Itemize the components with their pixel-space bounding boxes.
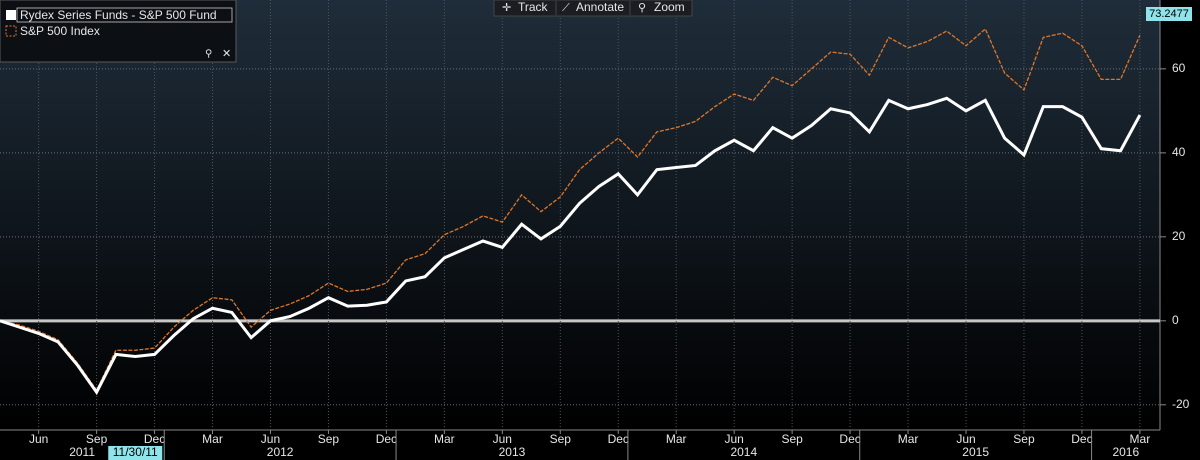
legend-swatch: [5, 25, 17, 37]
x-tick-label: Jun: [956, 432, 975, 446]
x-tick-label: Mar: [202, 432, 223, 446]
x-tick-label: Mar: [898, 432, 919, 446]
annotate-icon: ⟋: [562, 2, 570, 14]
year-label: 2015: [962, 445, 989, 459]
x-tick-label: Jun: [261, 432, 280, 446]
toolbar-button[interactable]: Zoom: [654, 0, 685, 14]
x-tick-label: Sep: [550, 432, 572, 446]
plot-background: [0, 0, 1160, 430]
legend-label: S&P 500 Index: [20, 24, 100, 38]
y-tick-label: 60: [1172, 61, 1186, 75]
year-label: 2012: [267, 445, 294, 459]
x-tick-label: Dec: [376, 432, 397, 446]
grid: [0, 0, 1160, 430]
x-tick-label: Sep: [86, 432, 108, 446]
toolbar-button[interactable]: Track: [518, 0, 549, 14]
x-tick-label: Mar: [434, 432, 455, 446]
track-icon: ✛: [502, 2, 511, 14]
axis-background: [1160, 0, 1200, 430]
x-tick-label: Dec: [144, 432, 165, 446]
x-tick-label: Jun: [724, 432, 743, 446]
toolbar: ✛ Track ⟋ Annotate ⚲ Zoom: [493, 0, 693, 17]
x-tick-label: Dec: [839, 432, 860, 446]
zoom-icon: ⚲: [638, 2, 646, 14]
year-label: 2013: [499, 445, 526, 459]
close-icon[interactable]: ✕: [222, 48, 231, 60]
cursor-label: 11/30/11: [113, 445, 158, 459]
x-tick-label: Jun: [29, 432, 48, 446]
year-label: 2011: [69, 445, 95, 459]
series-line: [0, 27, 1141, 392]
x-tick-label: Mar: [666, 432, 687, 446]
cursor-badge: [108, 446, 163, 460]
x-tick-label: Mar: [1130, 432, 1151, 446]
legend-label: Rydex Series Funds - S&P 500 Fund: [20, 8, 217, 22]
legend: Rydex Series Funds - S&P 500 Fund S&P 50…: [0, 0, 237, 63]
toolbar-button[interactable]: Annotate: [576, 0, 624, 14]
y-tick-label: 0: [1172, 313, 1179, 327]
x-axis-background: [0, 430, 1200, 460]
x-tick-label: Jun: [493, 432, 512, 446]
x-tick-label: Sep: [318, 432, 340, 446]
pin-icon[interactable]: ⚲: [205, 49, 212, 60]
year-label: 2016: [1112, 445, 1139, 459]
marks: [0, 27, 1142, 396]
toolbar-box: [493, 0, 693, 17]
x-tick-label: Dec: [1071, 432, 1092, 446]
year-label: 2014: [730, 445, 757, 459]
y-tick-label: 40: [1172, 145, 1186, 159]
axes: -20 0 20 40 60 Jun Sep Dec Mar Jun Sep Dec Mar Jun Sep…: [29, 61, 1190, 460]
x-tick-label: Dec: [608, 432, 629, 446]
x-tick-label: Sep: [781, 432, 803, 446]
legend-box: [0, 0, 237, 63]
y-tick-label: 20: [1172, 229, 1186, 243]
last-value-label: 73.2477: [1149, 8, 1189, 20]
legend-highlight: [16, 7, 233, 23]
y-tick-label: -20: [1172, 397, 1190, 411]
legend-swatch: [6, 10, 16, 20]
series-line: [0, 96, 1142, 396]
x-tick-label: Sep: [1013, 432, 1035, 446]
last-value-badge: [1146, 7, 1192, 21]
